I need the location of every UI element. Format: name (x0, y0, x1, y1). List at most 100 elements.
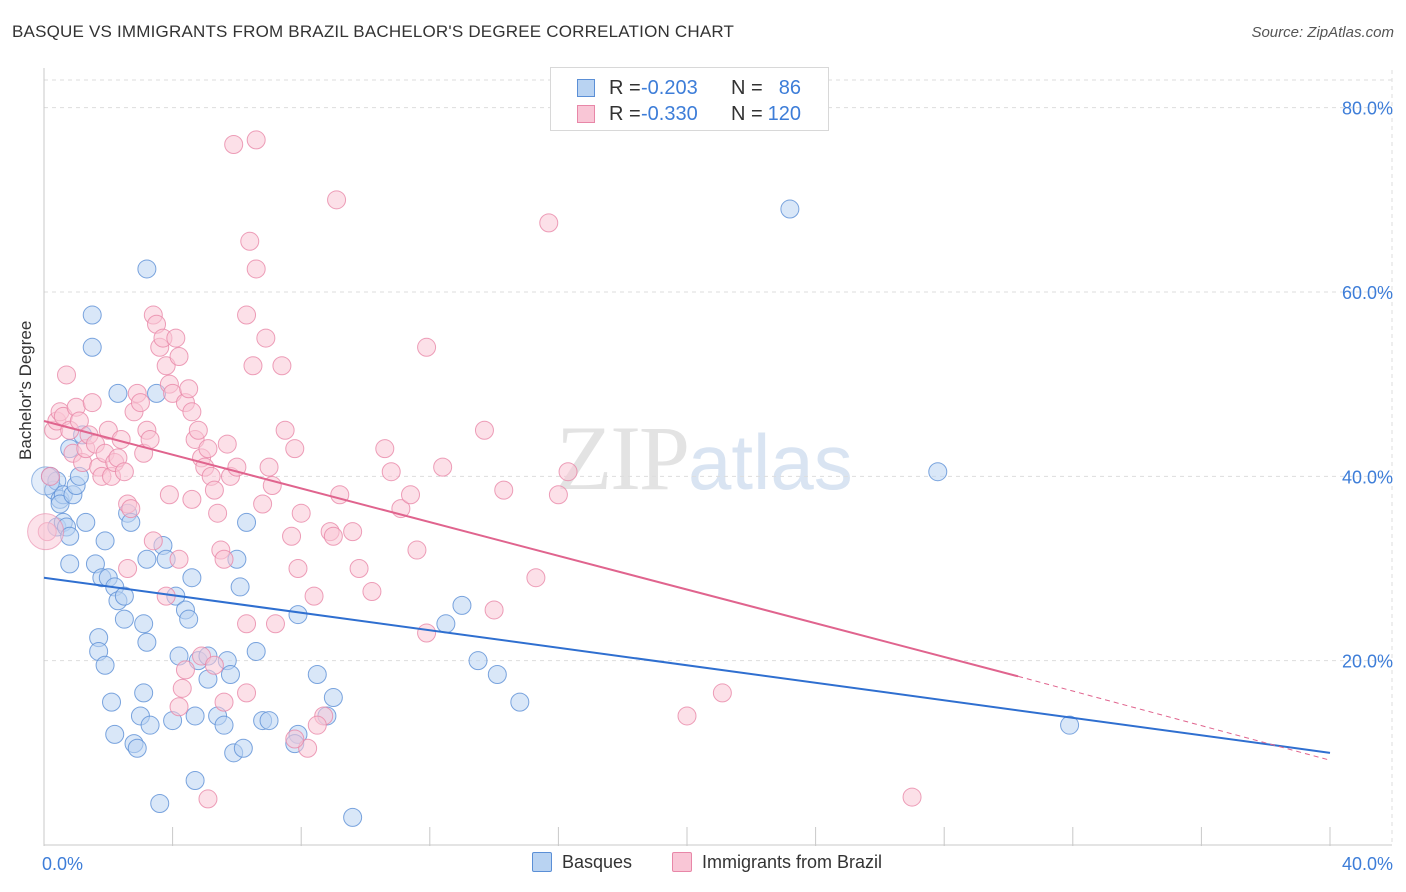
brazil-point (558, 462, 578, 482)
brazil-point (243, 356, 263, 376)
brazil-point (204, 655, 224, 675)
brazil-point (494, 480, 514, 500)
basques-point (82, 337, 102, 357)
basques-point (127, 738, 147, 758)
brazil-point (175, 660, 195, 680)
stats-row-brazil: R = -0.330 N = 120 (551, 101, 828, 127)
brazil-point (224, 135, 244, 155)
basques-point (288, 605, 308, 625)
x-tick-label: 0.0% (42, 854, 83, 874)
x-tick-label: 40.0% (1342, 854, 1393, 874)
brazil-point (214, 549, 234, 569)
brazil-point (182, 402, 202, 422)
brazil-point (401, 485, 421, 505)
basques-point (246, 641, 266, 661)
basques-point (95, 531, 115, 551)
brazil-point (156, 356, 176, 376)
brazil-point (166, 328, 186, 348)
brazil-point (304, 586, 324, 606)
series-legend: Basques Immigrants from Brazil (0, 850, 1406, 880)
r-label: R = (609, 103, 641, 125)
basques-point (307, 664, 327, 684)
basques-point (214, 715, 234, 735)
basques-point (233, 738, 253, 758)
brazil-point (285, 729, 305, 749)
basques-point (780, 199, 800, 219)
basques-point (185, 706, 205, 726)
basques-point (134, 614, 154, 634)
brazil-point (204, 480, 224, 500)
basques-point (230, 577, 250, 597)
basques-point (510, 692, 530, 712)
brazil-point (182, 489, 202, 509)
basques-point (105, 724, 125, 744)
basques-point (343, 807, 363, 827)
stats-legend: R = -0.203 N = 86 R = -0.330 N = 120 (550, 67, 829, 131)
brazil-point (677, 706, 697, 726)
brazil-point (246, 130, 266, 150)
brazil-point (192, 646, 212, 666)
legend-item-brazil[interactable]: Immigrants from Brazil (672, 852, 882, 873)
r-label: R = (609, 77, 641, 99)
brazil-point (526, 568, 546, 588)
watermark-zip: ZIP (556, 407, 690, 509)
brazil-point (539, 213, 559, 233)
basques-point (452, 595, 472, 615)
brazil-point (98, 420, 118, 440)
basques-point (76, 512, 96, 532)
n-value-basques: 86 (778, 77, 801, 99)
brazil-point (198, 439, 218, 459)
brazil-point (265, 614, 285, 634)
brazil-point (298, 738, 318, 758)
brazil-point (114, 462, 134, 482)
trend-line-basques (43, 576, 1331, 754)
brazil-point (474, 420, 494, 440)
brazil-point (417, 337, 437, 357)
basques-legend-swatch (532, 852, 552, 872)
basques-point (323, 688, 343, 708)
brazil-point (349, 558, 369, 578)
r-value-brazil: -0.330 (641, 103, 698, 125)
y-tick-label: 20.0% (1342, 652, 1393, 672)
basques-point (114, 609, 134, 629)
brazil-point (407, 540, 427, 560)
brazil-point (272, 356, 292, 376)
chart-source: Source: ZipAtlas.com (1251, 24, 1394, 41)
brazil-point (375, 439, 395, 459)
y-tick-label: 80.0% (1342, 99, 1393, 119)
brazil-point (121, 499, 141, 519)
watermark-atlas: atlas (688, 418, 853, 506)
basques-point (468, 651, 488, 671)
brazil-point (291, 503, 311, 523)
basques-point (259, 711, 279, 731)
chart-title: BASQUE VS IMMIGRANTS FROM BRAZIL BACHELO… (12, 22, 735, 41)
brazil-point (484, 600, 504, 620)
legend-item-basques[interactable]: Basques (532, 852, 632, 873)
brazil-point (282, 526, 302, 546)
brazil-point (712, 683, 732, 703)
brazil-point (159, 485, 179, 505)
brazil-point (548, 485, 568, 505)
n-value-brazil: 120 (767, 103, 801, 125)
brazil-point (237, 683, 257, 703)
axes (43, 68, 1392, 846)
brazil-point (288, 558, 308, 578)
y-tick-label: 40.0% (1342, 467, 1393, 487)
basques-point (134, 683, 154, 703)
brazil-point (902, 787, 922, 807)
brazil-point (362, 582, 382, 602)
brazil-point (323, 526, 343, 546)
brazil-point (237, 614, 257, 634)
basques-point (1060, 715, 1080, 735)
basques-point (179, 609, 199, 629)
tick-labels: 20.0% 40.0% 60.0% 80.0% 0.0% 40.0% (42, 99, 1393, 874)
brazil-point (343, 522, 363, 542)
brazil-point (237, 305, 257, 325)
brazil-point (246, 259, 266, 279)
brazil-point (130, 393, 150, 413)
brazil-point (256, 328, 276, 348)
basques-point (137, 549, 157, 569)
brazil-point (40, 466, 60, 486)
brazil-point (188, 420, 208, 440)
